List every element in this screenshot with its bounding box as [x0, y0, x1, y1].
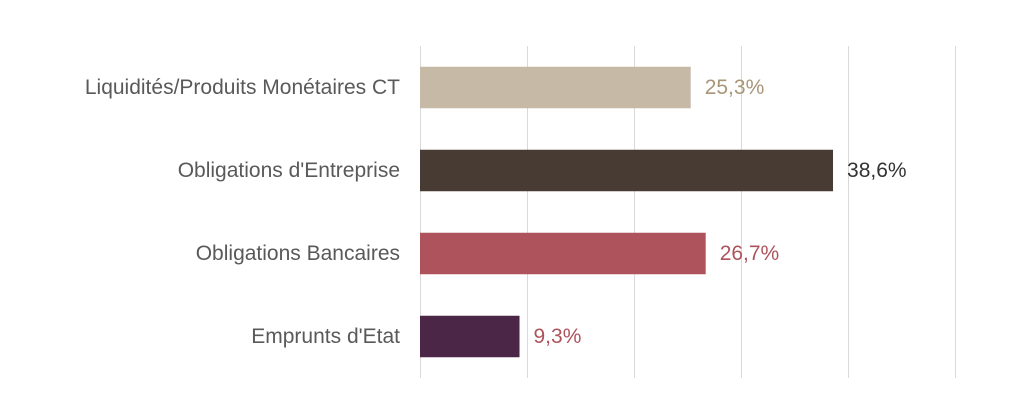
bar-1 — [420, 149, 834, 192]
value-label-2: 26,7% — [720, 242, 780, 265]
category-label-2: Obligations Bancaires — [196, 242, 400, 265]
category-labels: Liquidités/Produits Monétaires CT Obligat… — [85, 76, 400, 348]
bar-0 — [420, 66, 691, 109]
category-label-3: Emprunts d'Etat — [251, 325, 400, 348]
value-label-3: 9,3% — [534, 325, 582, 348]
category-label-0: Liquidités/Produits Monétaires CT — [85, 76, 400, 99]
value-label-1: 38,6% — [847, 159, 907, 182]
value-label-0: 25,3% — [705, 76, 765, 99]
category-label-1: Obligations d'Entreprise — [178, 159, 400, 182]
bars — [420, 66, 834, 358]
bar-2 — [420, 232, 706, 275]
value-labels: 25,3% 38,6% 26,7% 9,3% — [534, 76, 907, 348]
bar-3 — [420, 315, 520, 358]
